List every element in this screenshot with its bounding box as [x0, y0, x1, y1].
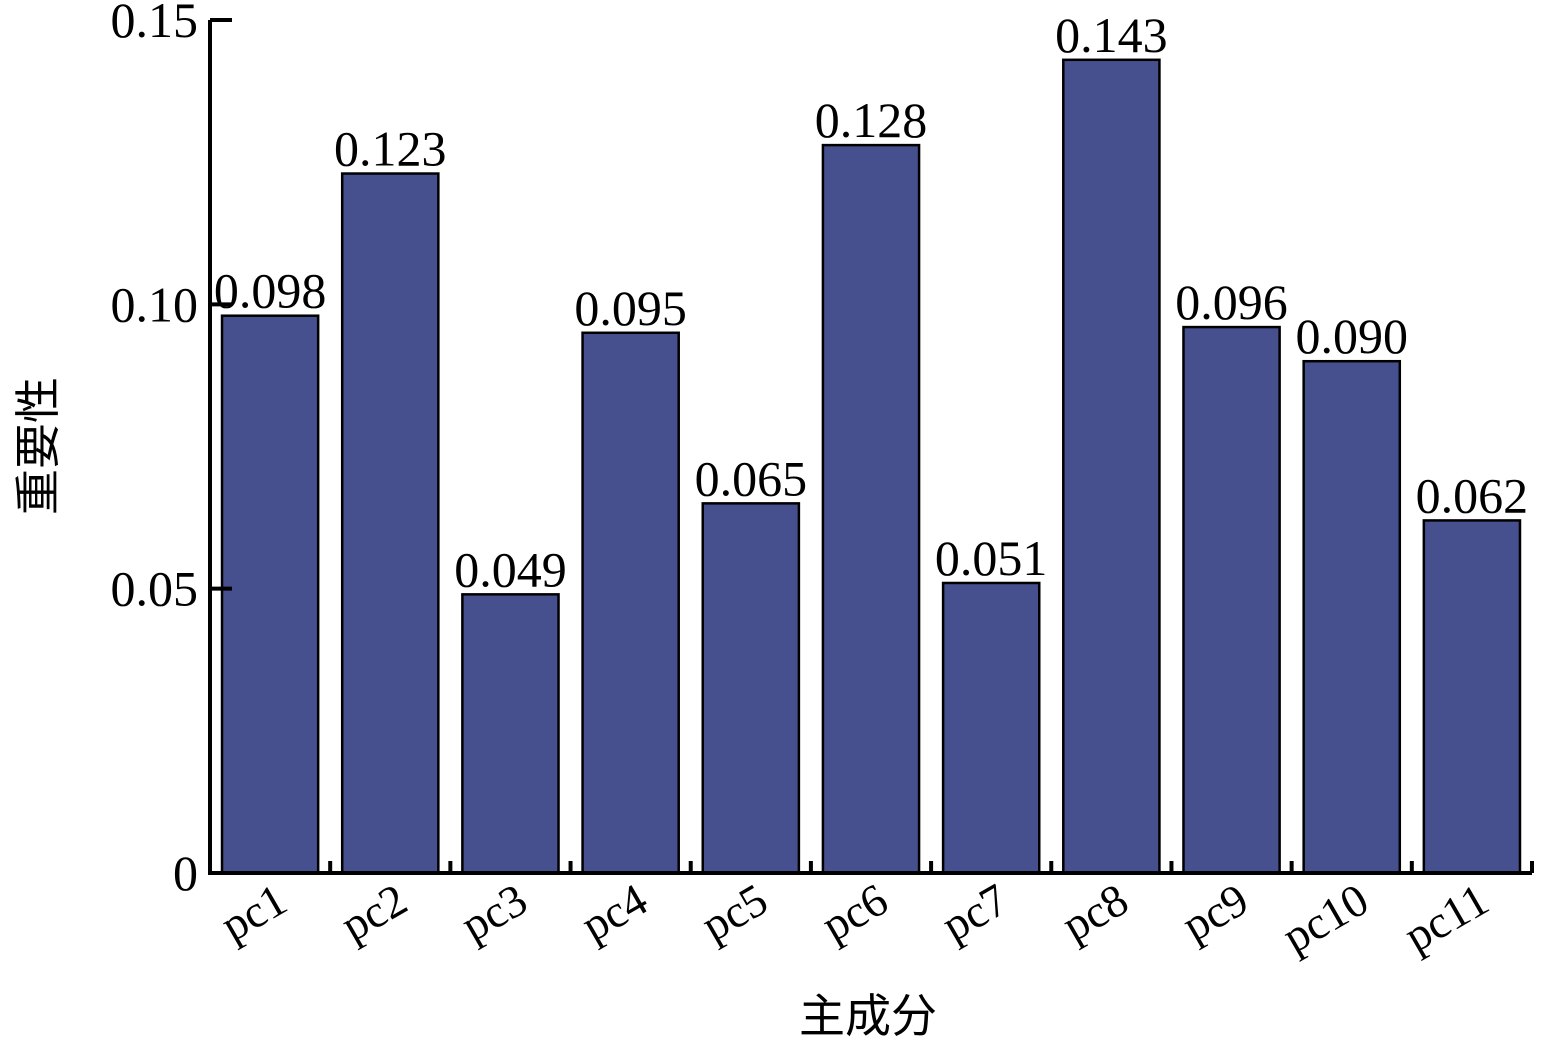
x-tick-labels-group: pc1 pc2 pc3 pc4 pc5 pc6 pc7 pc8 pc9 pc10 pc11 [212, 873, 1497, 962]
x-tick-label-pc8: pc8 [1053, 873, 1136, 950]
value-label-pc6: 0.128 [815, 92, 928, 148]
value-labels-group: 0.098 0.123 0.049 0.095 0.065 0.128 0.051 0.143… [214, 7, 1528, 598]
y-tick-label: 0.05 [111, 561, 199, 617]
bar-pc7 [941, 581, 1041, 875]
x-tick-label-pc7: pc7 [933, 873, 1016, 950]
bars-group [220, 58, 1522, 875]
value-label-pc5: 0.065 [695, 450, 808, 506]
value-label-pc7: 0.051 [935, 530, 1048, 586]
x-tick-label-pc4: pc4 [573, 873, 656, 950]
y-tick-label: 0.15 [111, 0, 199, 48]
bar-pc3 [461, 593, 560, 875]
value-label-pc10: 0.090 [1295, 308, 1408, 364]
x-tick-label-pc1: pc1 [212, 873, 295, 950]
x-ticks-group [328, 861, 1534, 873]
bar-pc10 [1302, 359, 1402, 875]
bar-pc5 [701, 502, 801, 875]
y-ticks-group: 0 0.05 0.10 0.15 [111, 0, 232, 901]
x-tick-label-pc6: pc6 [813, 873, 896, 950]
value-label-pc4: 0.095 [574, 280, 687, 336]
value-label-pc2: 0.123 [334, 121, 447, 177]
x-tick-label-pc10: pc10 [1274, 873, 1377, 962]
x-tick-label-pc5: pc5 [693, 873, 776, 950]
y-tick-label: 0 [173, 845, 198, 901]
y-axis-title: 重要性 [11, 377, 65, 515]
bar-pc4 [581, 331, 680, 875]
bar-pc11 [1422, 519, 1522, 875]
axes-group [208, 20, 1532, 875]
x-tick-label-pc3: pc3 [452, 873, 535, 950]
value-label-pc11: 0.062 [1416, 467, 1529, 523]
value-label-pc8: 0.143 [1055, 7, 1168, 63]
x-axis-title: 主成分 [799, 989, 937, 1043]
bar-pc1 [220, 314, 320, 875]
bar-pc2 [340, 172, 440, 875]
value-label-pc9: 0.096 [1175, 274, 1288, 330]
x-tick-label-pc9: pc9 [1174, 873, 1257, 950]
x-tick-label-pc2: pc2 [332, 873, 415, 950]
bar-pc9 [1182, 325, 1281, 875]
bar-pc8 [1062, 58, 1161, 875]
y-tick-label: 0.10 [111, 276, 199, 332]
value-label-pc1: 0.098 [214, 263, 327, 319]
x-tick-label-pc11: pc11 [1395, 873, 1496, 961]
value-label-pc3: 0.049 [454, 541, 567, 597]
bar-pc6 [821, 143, 921, 875]
